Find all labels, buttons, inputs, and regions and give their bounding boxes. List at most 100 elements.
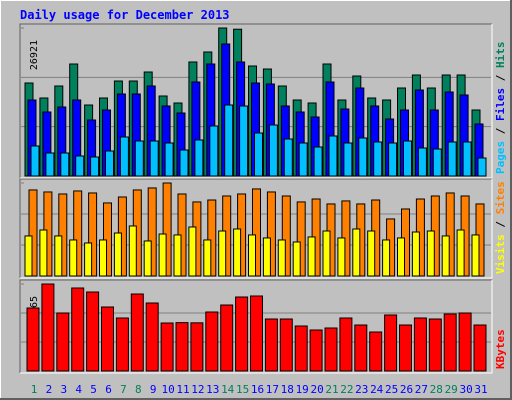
panel-border-dark — [19, 178, 492, 278]
bar — [218, 230, 227, 277]
x-tick-label: 6 — [105, 383, 112, 396]
y-tick-label: 26921 — [29, 40, 40, 70]
bar — [56, 312, 70, 372]
bar — [235, 296, 249, 372]
x-tick-label: 17 — [266, 383, 279, 396]
bar — [233, 228, 242, 277]
bar — [279, 318, 293, 372]
bar — [115, 317, 129, 372]
bar — [292, 241, 301, 277]
x-tick-label: 7 — [120, 383, 127, 396]
legend-entry: Sites — [494, 181, 507, 214]
x-tick-label: 26 — [400, 383, 413, 396]
x-tick-label: 31 — [474, 383, 487, 396]
panel-border-light — [20, 280, 493, 374]
legend-entry: Visits — [494, 234, 507, 274]
bar — [458, 312, 472, 372]
legend-separator: / — [494, 68, 507, 88]
legend-entry: KBytes — [494, 329, 507, 369]
bar — [60, 152, 70, 177]
bar — [88, 192, 98, 277]
x-tick-label: 24 — [370, 383, 384, 396]
bar — [203, 239, 212, 277]
bar — [149, 140, 159, 177]
bar — [188, 226, 197, 277]
bar — [162, 182, 172, 277]
bar — [313, 146, 323, 177]
x-tick-label: 22 — [340, 383, 353, 396]
bar — [119, 136, 129, 177]
bar — [207, 199, 217, 277]
bar — [403, 140, 412, 177]
bar — [69, 239, 78, 277]
bar — [99, 239, 107, 277]
bar — [298, 142, 308, 177]
bar — [105, 150, 114, 177]
x-tick-label: 18 — [281, 383, 294, 396]
bar — [252, 188, 261, 277]
bar — [101, 306, 114, 372]
chart-title: Daily usage for December 2013 — [20, 8, 230, 22]
panel-border-dark — [19, 279, 492, 373]
bar — [30, 145, 40, 177]
bar — [413, 317, 427, 372]
x-tick-label: 9 — [150, 383, 157, 396]
legend-entry: Hits — [494, 42, 507, 69]
bar — [462, 141, 472, 177]
bar — [84, 242, 93, 277]
bar — [322, 230, 331, 277]
bar — [248, 234, 256, 277]
legend-entry: Pages — [494, 141, 507, 174]
bar — [309, 329, 323, 372]
bar — [456, 229, 465, 277]
bar — [58, 193, 68, 277]
x-tick-label: 30 — [459, 383, 472, 396]
bar — [173, 234, 182, 277]
bar — [194, 139, 204, 177]
bar — [447, 141, 457, 177]
bar — [266, 191, 276, 277]
bar — [160, 322, 174, 372]
x-tick-label: 19 — [296, 383, 309, 396]
bar — [130, 293, 144, 372]
bar — [417, 147, 427, 177]
x-tick-label: 2 — [46, 383, 53, 396]
bar — [175, 322, 189, 372]
x-tick-label: 15 — [236, 383, 249, 396]
x-tick-label: 12 — [191, 383, 204, 396]
bar — [296, 201, 306, 277]
bar — [441, 235, 450, 277]
bar — [75, 155, 85, 177]
x-tick-label: 1 — [31, 383, 38, 396]
bar — [411, 231, 420, 277]
bar — [71, 287, 85, 372]
bar — [24, 235, 33, 277]
bar — [128, 225, 137, 277]
bar — [384, 314, 398, 372]
bar — [224, 104, 234, 177]
bar — [337, 237, 346, 277]
x-tick-label: 4 — [75, 383, 82, 396]
bar — [354, 324, 368, 372]
bar — [147, 187, 157, 277]
bar — [339, 317, 353, 372]
bar — [471, 234, 480, 277]
bar — [443, 313, 457, 372]
bar — [86, 291, 100, 372]
bar — [254, 132, 263, 177]
bar — [239, 105, 249, 177]
bar — [307, 236, 316, 277]
bar — [382, 239, 391, 277]
bar — [54, 235, 63, 277]
x-tick-label: 13 — [206, 383, 219, 396]
x-tick-label: 8 — [135, 383, 142, 396]
bar — [473, 324, 487, 372]
bar — [26, 307, 40, 372]
x-tick-label: 21 — [325, 383, 338, 396]
bar — [179, 149, 189, 177]
bar — [28, 189, 38, 277]
bar — [205, 311, 219, 372]
legend-entry: Files — [494, 88, 507, 121]
